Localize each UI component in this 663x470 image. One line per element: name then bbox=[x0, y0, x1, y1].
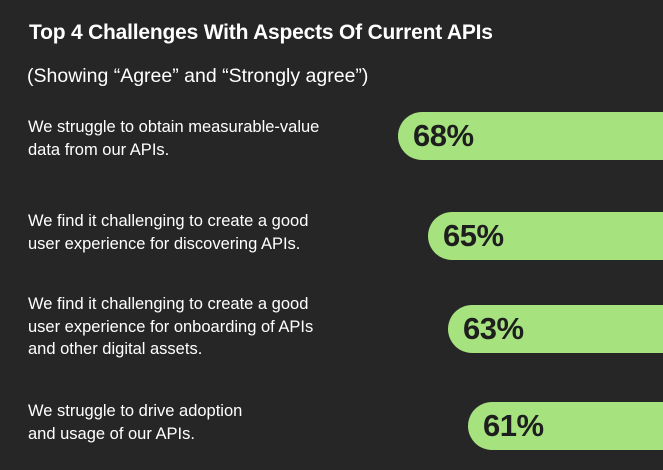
chart-title: Top 4 Challenges With Aspects Of Current… bbox=[29, 21, 493, 44]
bar-value-label: 65% bbox=[443, 218, 504, 253]
bar: 65% bbox=[428, 212, 663, 260]
category-label: We find it challenging to create a good … bbox=[28, 212, 309, 253]
category-label: We struggle to obtain measurable-value d… bbox=[28, 118, 320, 159]
bar: 61% bbox=[468, 402, 663, 450]
chart-subtitle: (Showing “Agree” and “Strongly agree”) bbox=[27, 65, 369, 87]
category-label: We find it challenging to create a good … bbox=[28, 295, 314, 358]
bar-value-label: 63% bbox=[463, 311, 524, 346]
bar: 63% bbox=[448, 305, 663, 353]
bar-value-label: 68% bbox=[413, 118, 474, 153]
bar-value-label: 61% bbox=[483, 408, 544, 443]
bar: 68% bbox=[398, 112, 663, 160]
category-label: We struggle to drive adoption and usage … bbox=[28, 402, 243, 443]
